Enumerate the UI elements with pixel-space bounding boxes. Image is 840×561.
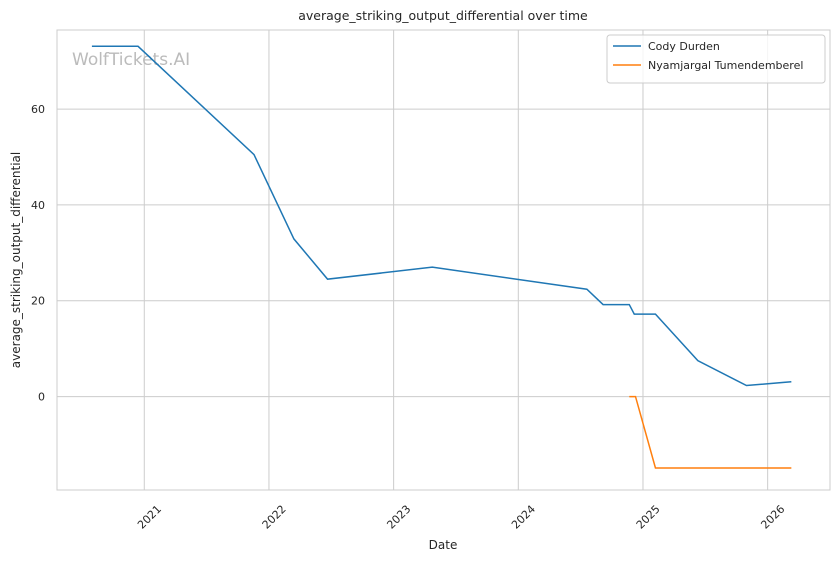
x-tick-label: 2024 <box>509 503 538 532</box>
x-tick-label: 2025 <box>634 503 663 532</box>
y-tick-label: 40 <box>31 199 45 212</box>
x-tick-label: 2022 <box>260 503 289 532</box>
legend-label: Cody Durden <box>648 40 720 53</box>
legend: Cody Durden Nyamjargal Tumendemberel <box>606 34 826 84</box>
x-tick-label: 2023 <box>384 503 413 532</box>
y-tick-label: 60 <box>31 103 45 116</box>
chart-title: average_striking_output_differential ove… <box>298 8 588 23</box>
series-line-cody-durden <box>91 45 792 387</box>
x-tick-label: 2026 <box>758 503 787 532</box>
plot-frame <box>56 29 831 491</box>
x-axis-label: Date <box>429 538 458 552</box>
y-axis-label: average_striking_output_differential <box>9 152 23 368</box>
series-line-nyamjargal-tumendemberel <box>629 395 792 469</box>
watermark: WolfTickets.AI <box>72 50 190 70</box>
x-tick-label: 2021 <box>135 503 164 532</box>
y-tick-label: 0 <box>38 391 45 404</box>
legend-label: Nyamjargal Tumendemberel <box>648 59 803 72</box>
y-tick-label: 20 <box>31 295 45 308</box>
